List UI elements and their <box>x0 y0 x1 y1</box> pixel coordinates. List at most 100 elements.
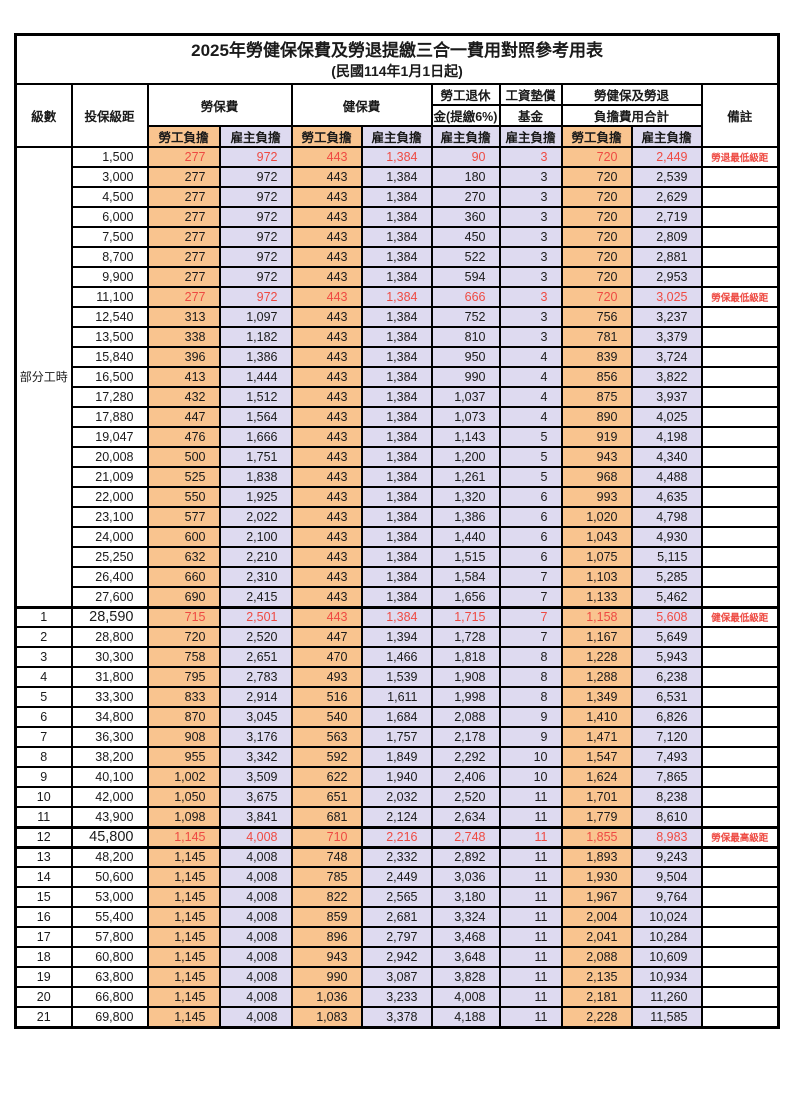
page-subtitle: (民國114年1月1日起) <box>331 63 463 80</box>
salary-cell: 4,500 <box>70 186 149 208</box>
salary-cell: 11,100 <box>70 286 149 308</box>
labor-worker-cell: 600 <box>146 526 221 548</box>
total-employer-cell: 4,340 <box>630 446 703 468</box>
wage-fund-employer-cell: 11 <box>498 806 563 828</box>
labor-worker-cell: 908 <box>146 726 221 748</box>
total-employer-cell: 2,539 <box>630 166 703 188</box>
remark-cell <box>700 686 780 708</box>
wage-fund-employer-cell: 11 <box>498 986 563 1008</box>
col-header-remark: 備註 <box>700 83 780 148</box>
remark-cell <box>700 486 780 508</box>
salary-cell: 28,800 <box>70 626 149 648</box>
remark-cell <box>700 546 780 568</box>
labor-employer-cell: 2,210 <box>218 546 293 568</box>
health-employer-cell: 1,384 <box>360 426 433 448</box>
pension-employer-cell: 1,656 <box>430 586 501 608</box>
total-worker-cell: 2,004 <box>560 906 633 928</box>
total-employer-cell: 4,488 <box>630 466 703 488</box>
table-row: 22,000 550 1,925 443 1,384 1,320 6 993 4,635 <box>16 486 780 508</box>
level-cell: 18 <box>14 946 73 968</box>
wage-fund-employer-cell: 3 <box>498 166 563 188</box>
labor-employer-cell: 972 <box>218 166 293 188</box>
salary-cell: 40,100 <box>70 766 149 788</box>
wage-fund-employer-cell: 5 <box>498 446 563 468</box>
wage-fund-employer-cell: 7 <box>498 626 563 648</box>
remark-cell <box>700 266 780 288</box>
health-worker-cell: 748 <box>290 846 363 868</box>
pension-employer-cell: 1,818 <box>430 646 501 668</box>
health-employer-cell: 1,466 <box>360 646 433 668</box>
health-worker-cell: 443 <box>290 266 363 288</box>
labor-worker-cell: 313 <box>146 306 221 328</box>
wage-fund-employer-cell: 7 <box>498 586 563 608</box>
pension-employer-cell: 180 <box>430 166 501 188</box>
labor-worker-cell: 795 <box>146 666 221 688</box>
remark-cell <box>700 906 780 928</box>
labor-employer-cell: 4,008 <box>218 1006 293 1028</box>
labor-employer-cell: 1,444 <box>218 366 293 388</box>
table-row: 9 40,100 1,002 3,509 622 1,940 2,406 10 1,624 7,8… <box>14 766 780 788</box>
labor-worker-cell: 1,050 <box>146 786 221 808</box>
wage-fund-employer-cell: 3 <box>498 206 563 228</box>
health-worker-cell: 443 <box>290 206 363 228</box>
remark-cell <box>700 946 780 968</box>
labor-worker-cell: 1,145 <box>146 1006 221 1028</box>
remark-cell <box>700 426 780 448</box>
total-employer-cell: 5,462 <box>630 586 703 608</box>
health-worker-cell: 592 <box>290 746 363 768</box>
salary-cell: 55,400 <box>70 906 149 928</box>
total-employer-cell: 7,865 <box>630 766 703 788</box>
labor-worker-cell: 1,145 <box>146 926 221 948</box>
salary-cell: 69,800 <box>70 1006 149 1028</box>
wage-fund-employer-cell: 9 <box>498 706 563 728</box>
health-worker-cell: 710 <box>290 825 363 849</box>
labor-worker-cell: 476 <box>146 426 221 448</box>
total-employer-cell: 7,493 <box>630 746 703 768</box>
health-employer-cell: 1,384 <box>360 186 433 208</box>
health-worker-cell: 443 <box>290 246 363 268</box>
total-worker-cell: 720 <box>560 206 633 228</box>
health-worker-cell: 443 <box>290 586 363 608</box>
total-worker-cell: 1,167 <box>560 626 633 648</box>
health-employer-cell: 1,940 <box>360 766 433 788</box>
remark-cell <box>700 406 780 428</box>
total-employer-cell: 4,025 <box>630 406 703 428</box>
total-worker-cell: 1,020 <box>560 506 633 528</box>
labor-employer-cell: 1,925 <box>218 486 293 508</box>
level-cell: 9 <box>14 766 73 788</box>
pension-employer-cell: 270 <box>430 186 501 208</box>
title-row: 2025年勞健保保費及勞退提繳三合一費用對照參考用表 (民國114年1月1日起) <box>14 33 780 85</box>
labor-employer-cell: 3,841 <box>218 806 293 828</box>
total-worker-cell: 2,088 <box>560 946 633 968</box>
health-employer-cell: 2,032 <box>360 786 433 808</box>
salary-cell: 22,000 <box>70 486 149 508</box>
table-row: 19,047 476 1,666 443 1,384 1,143 5 919 4,198 <box>16 426 780 448</box>
fee-comparison-table: 2025年勞健保保費及勞退提繳三合一費用對照參考用表 (民國114年1月1日起)… <box>14 33 781 1029</box>
level-cell: 6 <box>14 706 73 728</box>
pension-employer-cell: 2,892 <box>430 846 501 868</box>
labor-worker-cell: 1,145 <box>146 825 221 849</box>
remark-cell <box>700 846 780 868</box>
remark-cell <box>700 726 780 748</box>
table-row: 15 53,000 1,145 4,008 822 2,565 3,180 11 1,967 9,… <box>14 886 780 908</box>
table-row: 13,500 338 1,182 443 1,384 810 3 781 3,379 <box>16 326 780 348</box>
table-body: 部分工時 1,500 277 972 443 1,384 90 3 720 2,449 勞退最低級距… <box>14 146 780 1028</box>
table-row: 17,280 432 1,512 443 1,384 1,037 4 875 3,937 <box>16 386 780 408</box>
salary-cell: 19,047 <box>70 426 149 448</box>
salary-cell: 63,800 <box>70 966 149 988</box>
labor-employer-cell: 1,751 <box>218 446 293 468</box>
col-header-salary: 投保級距 <box>70 83 149 148</box>
pension-employer-cell: 1,200 <box>430 446 501 468</box>
pension-employer-cell: 4,008 <box>430 986 501 1008</box>
labor-employer-cell: 2,022 <box>218 506 293 528</box>
total-worker-cell: 856 <box>560 366 633 388</box>
labor-employer-cell: 3,342 <box>218 746 293 768</box>
labor-employer-cell: 1,838 <box>218 466 293 488</box>
total-employer-cell: 3,822 <box>630 366 703 388</box>
labor-employer-cell: 972 <box>218 186 293 208</box>
level-cell: 11 <box>14 806 73 828</box>
total-employer-cell: 3,025 <box>630 286 703 308</box>
pension-employer-cell: 1,584 <box>430 566 501 588</box>
col-header-wage-fund-top: 工資墊償 <box>498 83 563 106</box>
labor-worker-cell: 413 <box>146 366 221 388</box>
